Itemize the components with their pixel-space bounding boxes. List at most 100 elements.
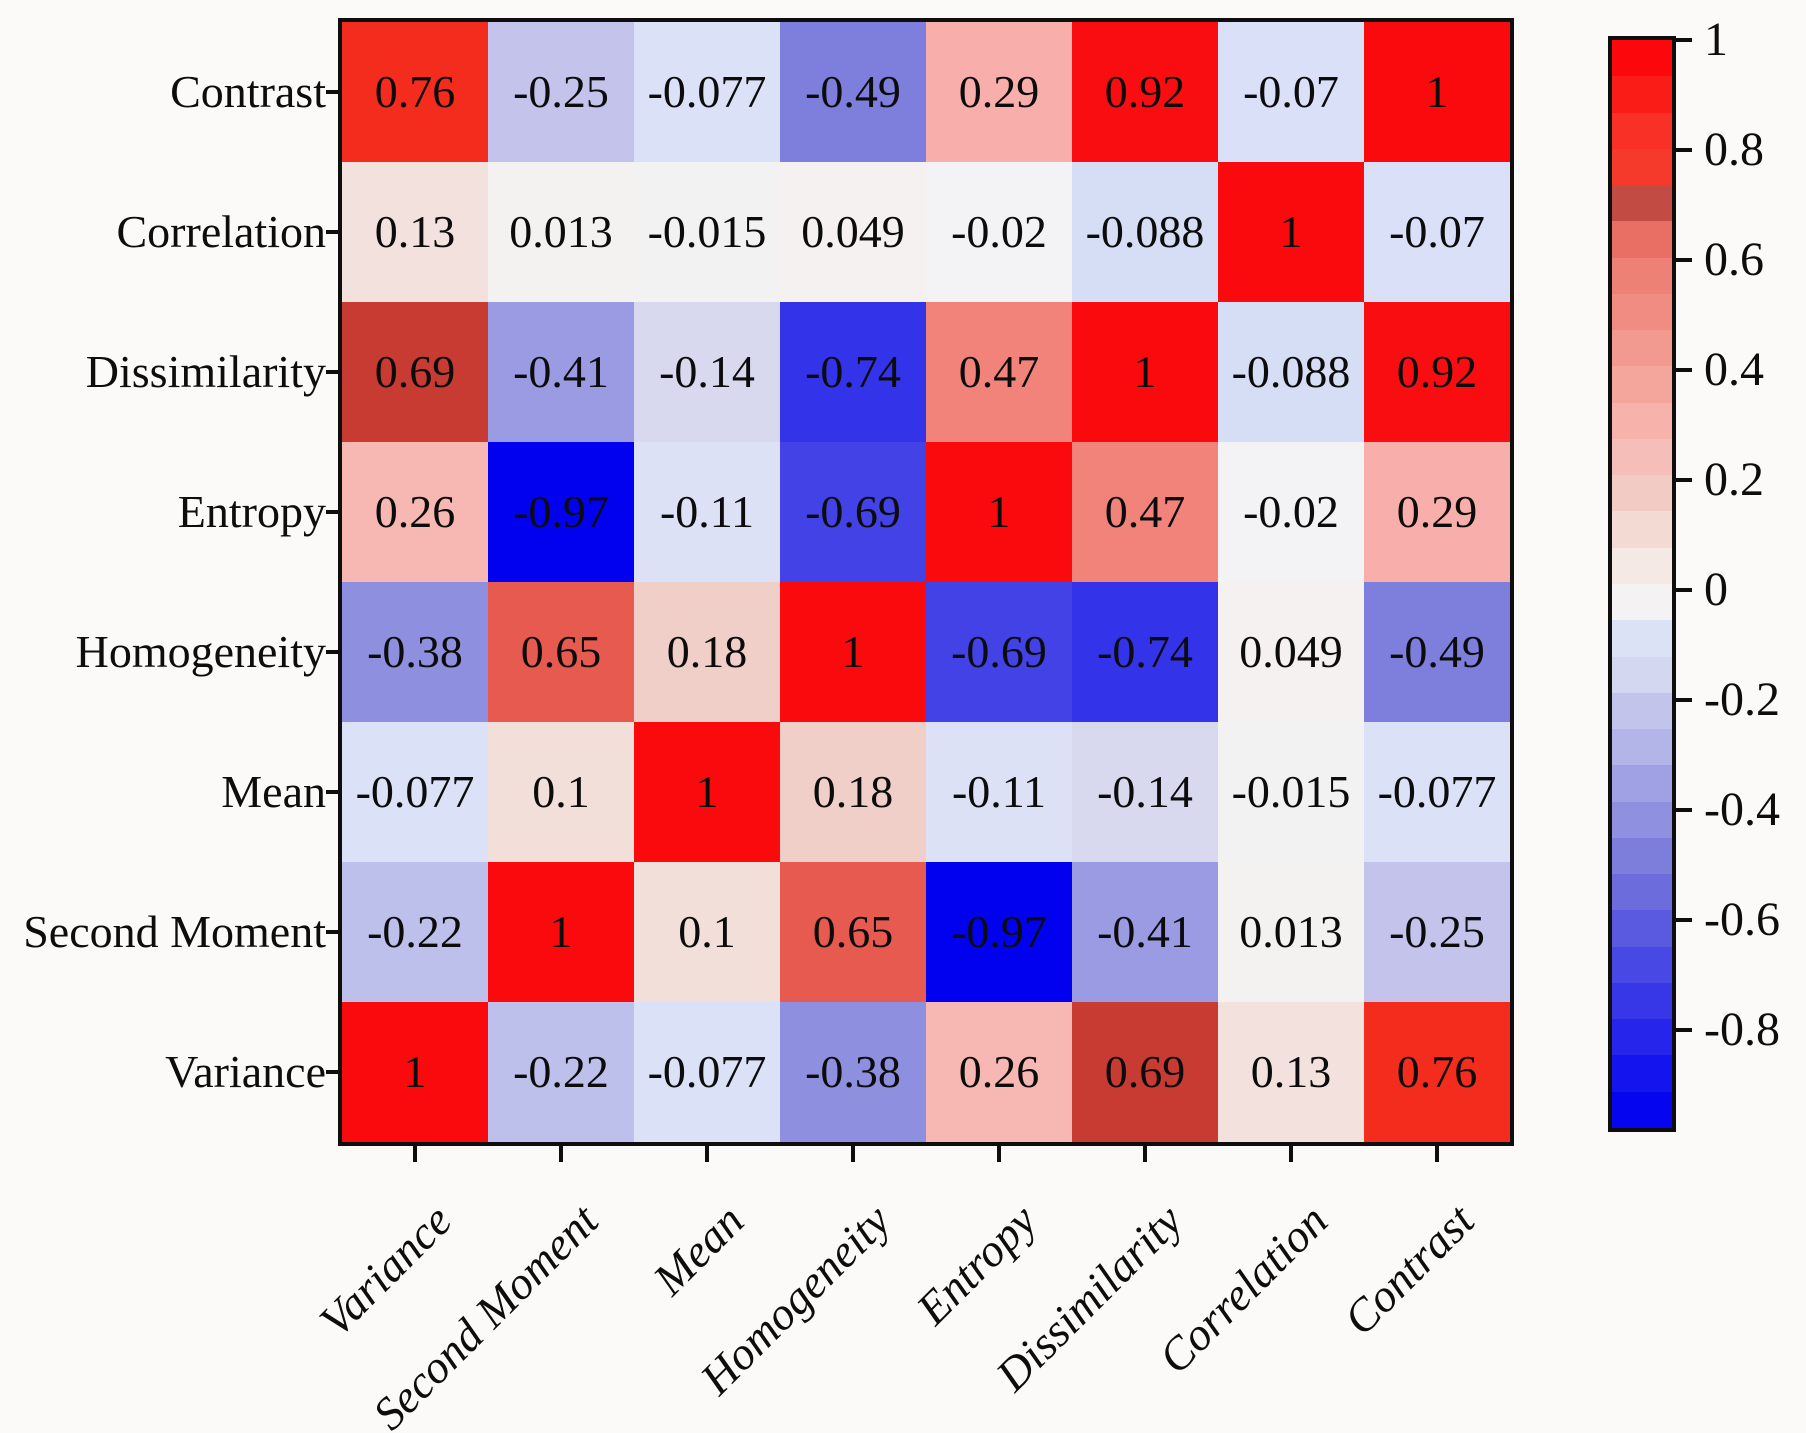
heatmap-cell: 0.69 (342, 302, 488, 442)
colorbar-segment (1612, 874, 1672, 911)
heatmap-cell: -0.97 (926, 862, 1072, 1002)
heatmap-cell: -0.22 (488, 1002, 634, 1142)
y-axis-label: Variance (165, 1046, 326, 1097)
colorbar-segment (1612, 1019, 1672, 1056)
heatmap-cell: 0.29 (926, 22, 1072, 162)
colorbar-segment (1612, 221, 1672, 259)
heatmap-cell: 0.92 (1072, 22, 1218, 162)
y-axis-label: Correlation (116, 206, 327, 257)
heatmap-cell: 0.76 (1364, 1002, 1510, 1142)
y-axis-tick (326, 90, 342, 94)
heatmap-cell: -0.49 (780, 22, 926, 162)
y-axis-label: Mean (221, 766, 326, 817)
heatmap-cell: 0.049 (780, 162, 926, 302)
y-axis-tick (326, 230, 342, 234)
heatmap-cell: -0.41 (488, 302, 634, 442)
colorbar-segment (1612, 185, 1672, 222)
colorbar-tick-label: 0 (1704, 563, 1728, 617)
colorbar-segment (1612, 112, 1672, 150)
heatmap-cell: 0.26 (926, 1002, 1072, 1142)
colorbar-segment (1612, 765, 1672, 803)
x-axis-tick (1435, 1146, 1439, 1162)
heatmap-cell: 1 (926, 442, 1072, 582)
heatmap-cell: -0.97 (488, 442, 634, 582)
colorbar-tick (1676, 258, 1692, 263)
colorbar-segment (1612, 729, 1672, 766)
heatmap-cell: 1 (488, 862, 634, 1002)
heatmap-cell: -0.22 (342, 862, 488, 1002)
colorbar-segment (1612, 837, 1672, 875)
heatmap-cell: -0.69 (780, 442, 926, 582)
colorbar-segment (1612, 475, 1672, 512)
y-axis-tick (326, 370, 342, 374)
heatmap-cell: 0.1 (488, 722, 634, 862)
heatmap-cell: 0.29 (1364, 442, 1510, 582)
heatmap-cell: 1 (342, 1002, 488, 1142)
x-axis-tick (705, 1146, 709, 1162)
x-axis-label: Mean (643, 1194, 754, 1305)
heatmap-cell: 0.26 (342, 442, 488, 582)
colorbar-segment (1612, 76, 1672, 114)
x-axis-label: Variance (309, 1194, 462, 1347)
heatmap-cell: -0.11 (926, 722, 1072, 862)
colorbar-tick-label: -0.2 (1704, 673, 1780, 727)
heatmap-cell: 0.18 (780, 722, 926, 862)
heatmap-cell: -0.088 (1072, 162, 1218, 302)
y-axis-label: Entropy (177, 486, 326, 537)
colorbar-tick-label: -0.6 (1704, 893, 1780, 947)
colorbar-tick (1676, 148, 1692, 153)
colorbar-segment (1612, 293, 1672, 331)
heatmap-cell: -0.015 (634, 162, 780, 302)
heatmap-cell: -0.38 (780, 1002, 926, 1142)
heatmap-cell: -0.015 (1218, 722, 1364, 862)
colorbar-tick-label: 0.6 (1704, 233, 1764, 287)
x-axis-tick (1143, 1146, 1147, 1162)
colorbar-segment (1612, 982, 1672, 1020)
colorbar-segment (1612, 366, 1672, 404)
colorbar-segment (1612, 946, 1672, 984)
colorbar-segment (1612, 692, 1672, 730)
heatmap-cell: 1 (634, 722, 780, 862)
colorbar-tick (1676, 808, 1692, 813)
colorbar-segment (1612, 1055, 1672, 1093)
y-axis-tick (326, 650, 342, 654)
heatmap-cell: -0.077 (634, 22, 780, 162)
colorbar-tick-label: -0.4 (1704, 783, 1780, 837)
colorbar-segment (1612, 330, 1672, 367)
heatmap-cell: 0.65 (488, 582, 634, 722)
y-axis-tick (326, 930, 342, 934)
colorbar-tick (1676, 368, 1692, 373)
heatmap-cell: -0.49 (1364, 582, 1510, 722)
colorbar-segment (1612, 801, 1672, 839)
colorbar-segment (1612, 910, 1672, 948)
x-axis-tick (851, 1146, 855, 1162)
colorbar-segment (1612, 438, 1672, 476)
colorbar-segment (1612, 402, 1672, 440)
colorbar-tick-label: 0.2 (1704, 453, 1764, 507)
y-axis-label: Homogeneity (75, 626, 326, 677)
heatmap-cell: 0.76 (342, 22, 488, 162)
colorbar-tick (1676, 918, 1692, 923)
x-axis-tick (997, 1146, 1001, 1162)
colorbar-segment (1612, 257, 1672, 295)
x-axis-tick (1289, 1146, 1293, 1162)
heatmap-cell: -0.11 (634, 442, 780, 582)
heatmap-cell: -0.14 (634, 302, 780, 442)
heatmap-cell: -0.41 (1072, 862, 1218, 1002)
colorbar-tick (1676, 1028, 1692, 1033)
colorbar-tick (1676, 588, 1692, 593)
heatmap-cell: 0.13 (1218, 1002, 1364, 1142)
y-axis-tick (326, 790, 342, 794)
heatmap-cell: 0.65 (780, 862, 926, 1002)
x-axis-tick (413, 1146, 417, 1162)
heatmap-cell: 0.13 (342, 162, 488, 302)
colorbar-tick-label: 1 (1704, 13, 1728, 66)
heatmap-cell: -0.38 (342, 582, 488, 722)
y-axis-label: Second Moment (23, 906, 326, 957)
heatmap-cell: 0.92 (1364, 302, 1510, 442)
colorbar-segment (1612, 656, 1672, 694)
colorbar-tick-label: -0.8 (1704, 1003, 1780, 1057)
heatmap-cell: 0.049 (1218, 582, 1364, 722)
colorbar-tick-label: 0.4 (1704, 343, 1764, 397)
